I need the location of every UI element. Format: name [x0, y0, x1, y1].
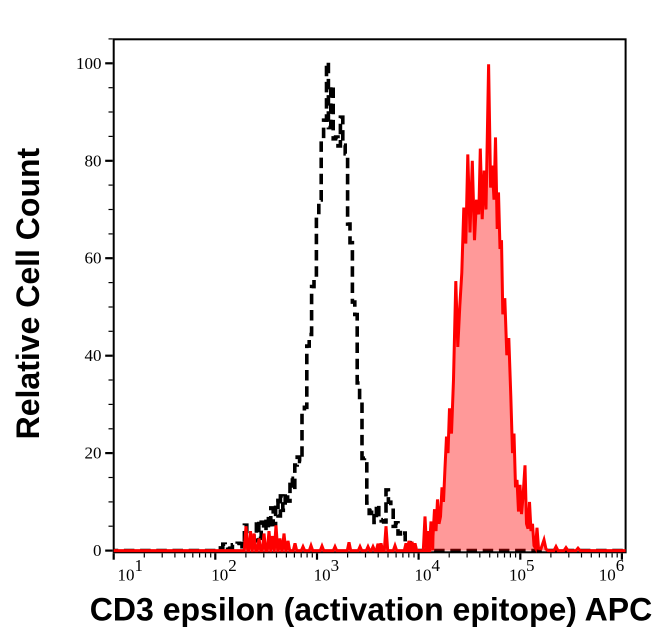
svg-text:10: 10 — [211, 566, 228, 585]
svg-text:6: 6 — [616, 556, 625, 575]
svg-text:3: 3 — [331, 556, 340, 575]
svg-text:CD3 epsilon (activation epitop: CD3 epsilon (activation epitope) APC — [90, 591, 652, 627]
svg-text:10: 10 — [509, 566, 526, 585]
svg-text:60: 60 — [85, 249, 102, 268]
svg-text:10: 10 — [314, 566, 331, 585]
svg-text:80: 80 — [85, 151, 102, 170]
svg-text:10: 10 — [118, 566, 135, 585]
svg-text:Relative Cell Count: Relative Cell Count — [10, 147, 46, 439]
svg-text:2: 2 — [228, 556, 237, 575]
svg-text:20: 20 — [85, 444, 102, 463]
svg-text:10: 10 — [415, 566, 432, 585]
svg-text:4: 4 — [432, 556, 441, 575]
svg-text:1: 1 — [135, 556, 144, 575]
svg-text:100: 100 — [76, 54, 102, 73]
svg-text:10: 10 — [599, 566, 616, 585]
svg-text:0: 0 — [93, 541, 102, 560]
svg-text:5: 5 — [526, 556, 535, 575]
svg-text:40: 40 — [85, 346, 102, 365]
